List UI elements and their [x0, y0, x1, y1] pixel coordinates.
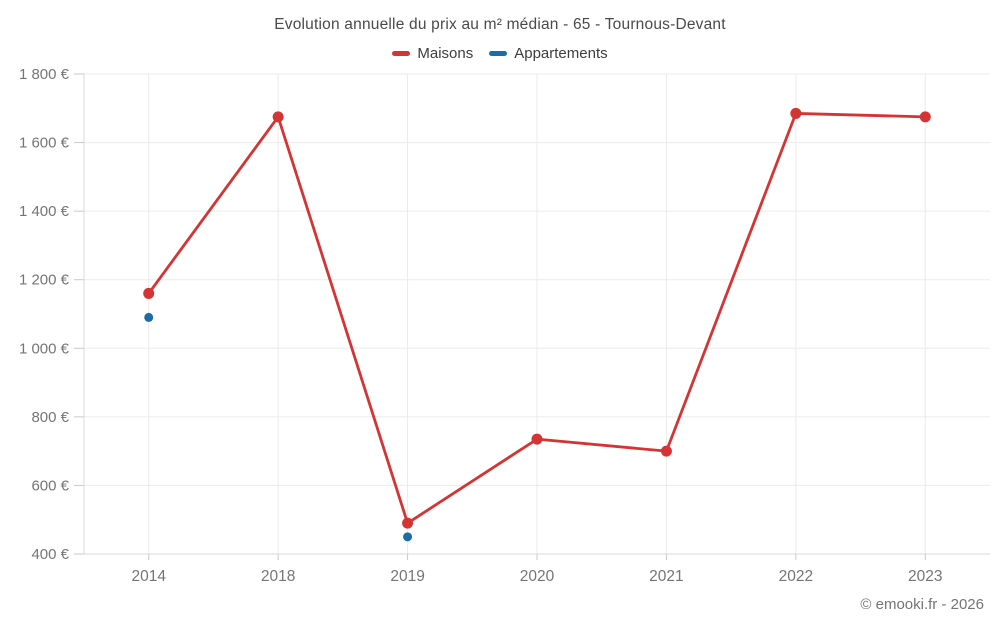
- maisons-swatch-icon: [392, 51, 411, 56]
- y-axis-label: 1 200 €: [19, 272, 70, 289]
- copyright-footer: © emooki.fr - 2026: [860, 596, 984, 613]
- x-axis-label: 2020: [520, 568, 555, 585]
- maisons-point: [919, 111, 931, 123]
- y-axis-label: 800 €: [31, 409, 69, 426]
- appartements-point: [144, 312, 154, 322]
- x-axis-label: 2021: [649, 568, 683, 585]
- x-axis-label: 2019: [390, 568, 424, 585]
- chart-legend: Maisons Appartements: [0, 45, 1000, 62]
- y-axis-label: 1 600 €: [19, 135, 70, 152]
- chart-title: Evolution annuelle du prix au m² médian …: [274, 16, 726, 33]
- maisons-point: [660, 445, 672, 457]
- legend-item-maisons[interactable]: Maisons: [392, 45, 473, 62]
- y-axis-label: 1 400 €: [19, 203, 70, 220]
- y-axis-label: 1 800 €: [19, 66, 70, 83]
- maisons-point: [402, 517, 414, 529]
- y-axis-label: 600 €: [31, 477, 69, 494]
- legend-label-maisons: Maisons: [417, 45, 474, 62]
- y-axis-label: 1 000 €: [19, 340, 70, 357]
- maisons-point: [531, 433, 543, 445]
- appartements-swatch-icon: [489, 51, 508, 56]
- x-axis-label: 2018: [261, 568, 295, 585]
- x-axis-label: 2023: [908, 568, 942, 585]
- legend-label-appartements: Appartements: [514, 45, 608, 62]
- maisons-point: [143, 287, 155, 299]
- x-axis-label: 2014: [131, 568, 166, 585]
- y-axis-label: 400 €: [31, 546, 69, 563]
- legend-item-appartements[interactable]: Appartements: [489, 45, 608, 62]
- x-axis-label: 2022: [779, 568, 813, 585]
- maisons-point: [790, 107, 802, 119]
- appartements-point: [403, 532, 413, 542]
- maisons-point: [272, 111, 284, 123]
